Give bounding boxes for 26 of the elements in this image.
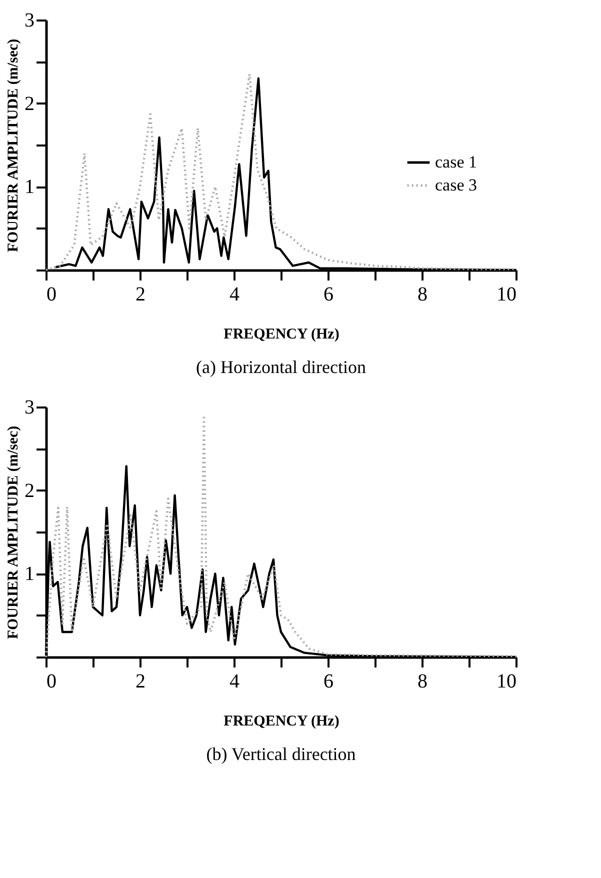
- x-tick-label: 4: [230, 670, 240, 692]
- x-tick-label: 8: [418, 284, 428, 306]
- y-axis-title: FOURIER AMPLITUDE (m/sec): [6, 38, 22, 252]
- x-tick-label: 6: [324, 284, 334, 306]
- x-tick-label: 2: [136, 284, 146, 306]
- y-tick-label: 3: [24, 10, 34, 32]
- legend-label: case 3: [435, 176, 478, 194]
- y-tick-label: 1: [24, 563, 34, 586]
- legend-label: case 1: [435, 152, 478, 172]
- text: (a) Horizontal direction: [196, 357, 366, 377]
- x-axis-title: FREQENCY (Hz): [224, 326, 340, 342]
- y-axis-title: FOURIER AMPLITUDE (m/sec): [6, 426, 22, 640]
- x-tick-label: 10: [496, 670, 516, 692]
- text: (b) Vertical direction: [206, 744, 356, 764]
- x-tick-label: 10: [496, 284, 516, 306]
- x-tick-label: 0: [46, 284, 56, 306]
- y-tick-label: 2: [24, 92, 34, 115]
- y-tick-label: 2: [24, 480, 34, 502]
- x-tick-label: 8: [418, 670, 428, 692]
- y-tick-label: 3: [24, 396, 34, 418]
- x-tick-label: 6: [324, 670, 334, 692]
- x-tick-label: 0: [46, 670, 56, 692]
- y-tick-label: 1: [24, 176, 34, 198]
- x-axis-title: FREQENCY (Hz): [224, 714, 340, 730]
- x-tick-label: 4: [230, 284, 240, 306]
- x-tick-label: 2: [136, 670, 146, 692]
